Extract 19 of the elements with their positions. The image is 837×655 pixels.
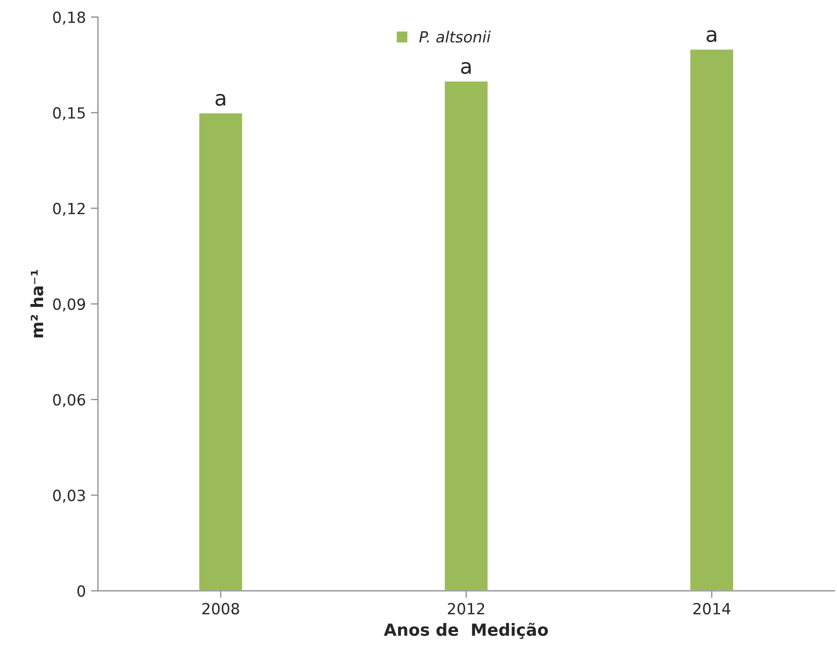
bar xyxy=(443,80,489,591)
annotation: a xyxy=(216,94,226,106)
x-tick-label: 2014 xyxy=(693,602,730,614)
legend-label: P. altsonii xyxy=(419,30,491,43)
annotation: a xyxy=(461,62,471,74)
bar xyxy=(688,48,735,591)
x-tick-label: 2008 xyxy=(202,602,240,614)
y-tick-label: 0 xyxy=(77,585,86,597)
y-tick-label: 0,03 xyxy=(53,490,85,503)
bar xyxy=(198,112,244,591)
y-tick-label: 0,06 xyxy=(53,394,86,408)
y-tick-label: 0,15 xyxy=(53,107,85,120)
annotation: a xyxy=(706,30,716,42)
y-tick-label: 0,18 xyxy=(53,11,86,25)
y-tick-label: 0,09 xyxy=(53,298,86,312)
y-axis-title: m² ha⁻¹ xyxy=(30,270,44,338)
y-tick-label: 0,12 xyxy=(53,202,85,216)
x-tick-label: 2012 xyxy=(448,602,484,614)
x-axis-title: Anos de Medição xyxy=(384,622,548,639)
